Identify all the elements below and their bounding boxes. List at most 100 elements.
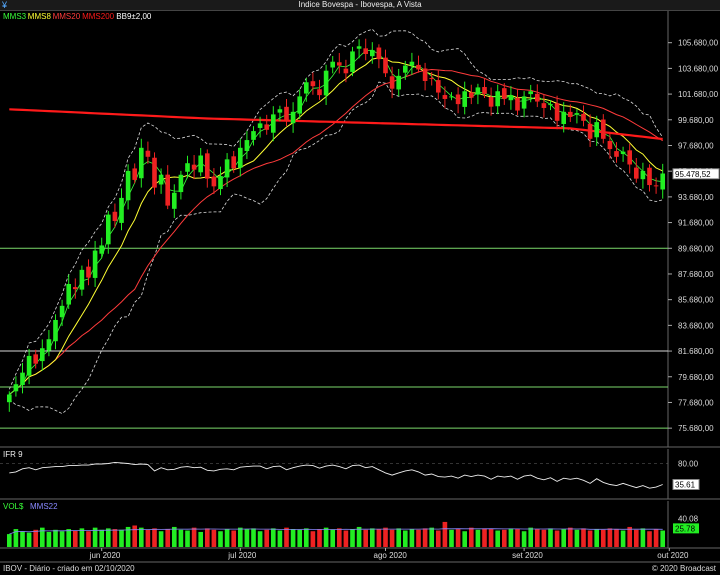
volume-bar xyxy=(429,527,435,547)
candle-body xyxy=(409,61,415,66)
candle-body xyxy=(138,147,144,179)
volume-bar xyxy=(607,528,613,547)
candle-body xyxy=(244,140,250,152)
volume-bar xyxy=(534,529,540,547)
candle-body xyxy=(218,176,223,190)
candle-body xyxy=(587,123,593,139)
candle-body xyxy=(53,319,58,342)
candle-body xyxy=(336,62,342,66)
candle-body xyxy=(495,91,501,107)
candle-body xyxy=(528,91,534,95)
candle-body xyxy=(449,96,454,98)
candle-body xyxy=(488,97,494,107)
candle-body xyxy=(501,88,507,99)
candle-body xyxy=(290,111,296,124)
volume-bar xyxy=(528,527,534,547)
candle-body xyxy=(647,167,652,186)
candle-body xyxy=(567,111,573,117)
volume-bar xyxy=(376,529,382,547)
candle-body xyxy=(303,82,309,94)
volume-bar xyxy=(79,528,85,547)
vol-level-label: 40.08 xyxy=(678,514,699,523)
y-tick-label: 103.680,00 xyxy=(678,64,719,73)
volume-bar xyxy=(284,527,289,547)
volume-bar xyxy=(640,528,646,547)
candle-body xyxy=(574,113,580,115)
volume-bar xyxy=(647,531,652,547)
sma8-line xyxy=(8,57,663,395)
candle-body xyxy=(317,89,322,96)
candle-body xyxy=(6,394,12,403)
legend-item: MMS20 xyxy=(53,12,81,21)
volume-bar xyxy=(119,529,124,547)
candle-body xyxy=(660,173,666,190)
candle-body xyxy=(165,174,171,206)
candle-body xyxy=(376,47,382,60)
volume-bar xyxy=(244,529,250,547)
volume-bar xyxy=(59,531,65,547)
y-tick-label: 75.680,00 xyxy=(678,424,714,433)
volume-bar xyxy=(620,530,626,547)
candle-body xyxy=(191,164,197,170)
volume-ma-line xyxy=(9,528,663,535)
candle-body xyxy=(112,211,118,222)
volume-bar xyxy=(297,529,303,547)
candle-body xyxy=(561,111,567,124)
volume-bar xyxy=(396,528,402,547)
y-tick-label: 79.680,00 xyxy=(678,373,714,382)
volume-bar xyxy=(541,529,547,547)
vol-value-tag xyxy=(673,523,699,534)
candle-body xyxy=(402,65,408,73)
volume-bar xyxy=(251,528,256,547)
volume-bar xyxy=(435,530,441,547)
candle-body xyxy=(66,283,72,305)
candle-body xyxy=(429,78,435,80)
candle-body xyxy=(310,81,316,87)
volume-bar xyxy=(422,528,428,547)
volume-bar xyxy=(475,529,481,547)
candle-body xyxy=(350,51,355,72)
volume-bar xyxy=(317,529,322,547)
candle-body xyxy=(39,348,45,362)
volume-bar xyxy=(442,521,448,547)
volume-bar xyxy=(587,530,593,547)
volume-bar xyxy=(581,528,586,547)
volume-bar xyxy=(237,527,243,547)
volume-bar xyxy=(152,528,157,547)
volume-bar xyxy=(600,529,606,547)
candle-body xyxy=(548,104,553,106)
candle-body xyxy=(323,70,329,96)
volume-bar xyxy=(26,532,32,547)
candle-body xyxy=(640,170,646,180)
volume-bar xyxy=(356,526,362,547)
candle-body xyxy=(482,87,487,94)
candle-body xyxy=(86,266,91,278)
candle-body xyxy=(389,76,395,89)
x-tick-label: jun 2020 xyxy=(89,551,121,560)
sma3-line xyxy=(9,49,663,395)
volume-bar xyxy=(369,528,375,547)
volume-bar xyxy=(138,527,144,547)
menu-icon[interactable]: ¥ xyxy=(2,0,8,10)
volume-bar xyxy=(515,529,520,547)
candle-body xyxy=(79,269,85,290)
candle-body xyxy=(257,123,263,128)
x-tick-label: set 2020 xyxy=(512,551,543,560)
candle-body xyxy=(508,95,514,101)
volume-bar xyxy=(92,527,98,547)
candle-body xyxy=(620,151,626,155)
volume-bar xyxy=(416,529,421,547)
candle-body xyxy=(59,305,65,318)
candle-body xyxy=(178,174,184,193)
candle-body xyxy=(284,106,289,121)
y-tick-label: 77.680,00 xyxy=(678,398,714,407)
volume-bar xyxy=(99,529,105,547)
candle-body xyxy=(442,95,448,99)
candle-body xyxy=(534,93,540,102)
volume-bar xyxy=(548,528,553,547)
volume-bar xyxy=(191,527,197,547)
volume-bar xyxy=(402,530,408,547)
volume-bar xyxy=(13,529,19,547)
volume-bar xyxy=(310,531,316,547)
